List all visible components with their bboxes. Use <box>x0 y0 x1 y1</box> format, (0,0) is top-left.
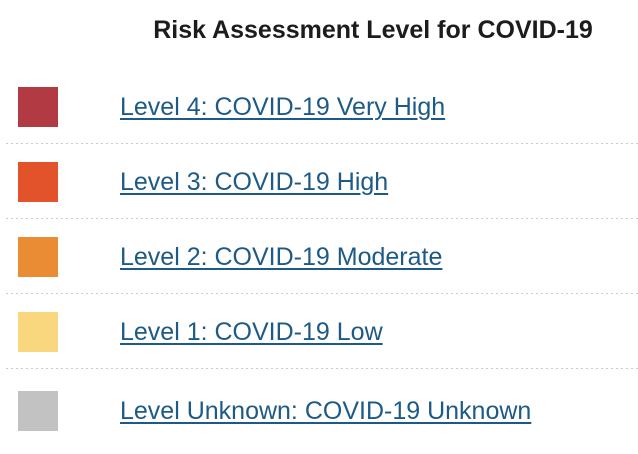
risk-level-list: Level 4: COVID-19 Very High Level 3: COV… <box>0 69 638 453</box>
risk-level-color-swatch <box>18 311 58 352</box>
risk-level-link[interactable]: Level 2: COVID-19 Moderate <box>120 242 443 271</box>
risk-level-row: Level Unknown: COVID-19 Unknown <box>0 369 638 453</box>
risk-level-link[interactable]: Level 1: COVID-19 Low <box>120 317 383 346</box>
risk-level-row: Level 1: COVID-19 Low <box>0 294 638 369</box>
risk-level-row: Level 3: COVID-19 High <box>0 144 638 219</box>
risk-level-link[interactable]: Level 3: COVID-19 High <box>120 167 389 196</box>
risk-level-link[interactable]: Level 4: COVID-19 Very High <box>120 92 446 121</box>
risk-level-row: Level 2: COVID-19 Moderate <box>0 219 638 294</box>
risk-level-link[interactable]: Level Unknown: COVID-19 Unknown <box>120 397 532 425</box>
risk-level-color-swatch <box>18 161 58 202</box>
page-title: Risk Assessment Level for COVID-19 <box>153 16 593 44</box>
risk-level-color-swatch <box>18 86 58 127</box>
risk-level-row: Level 4: COVID-19 Very High <box>0 69 638 144</box>
risk-level-color-swatch <box>18 391 58 431</box>
risk-level-color-swatch <box>18 236 58 277</box>
